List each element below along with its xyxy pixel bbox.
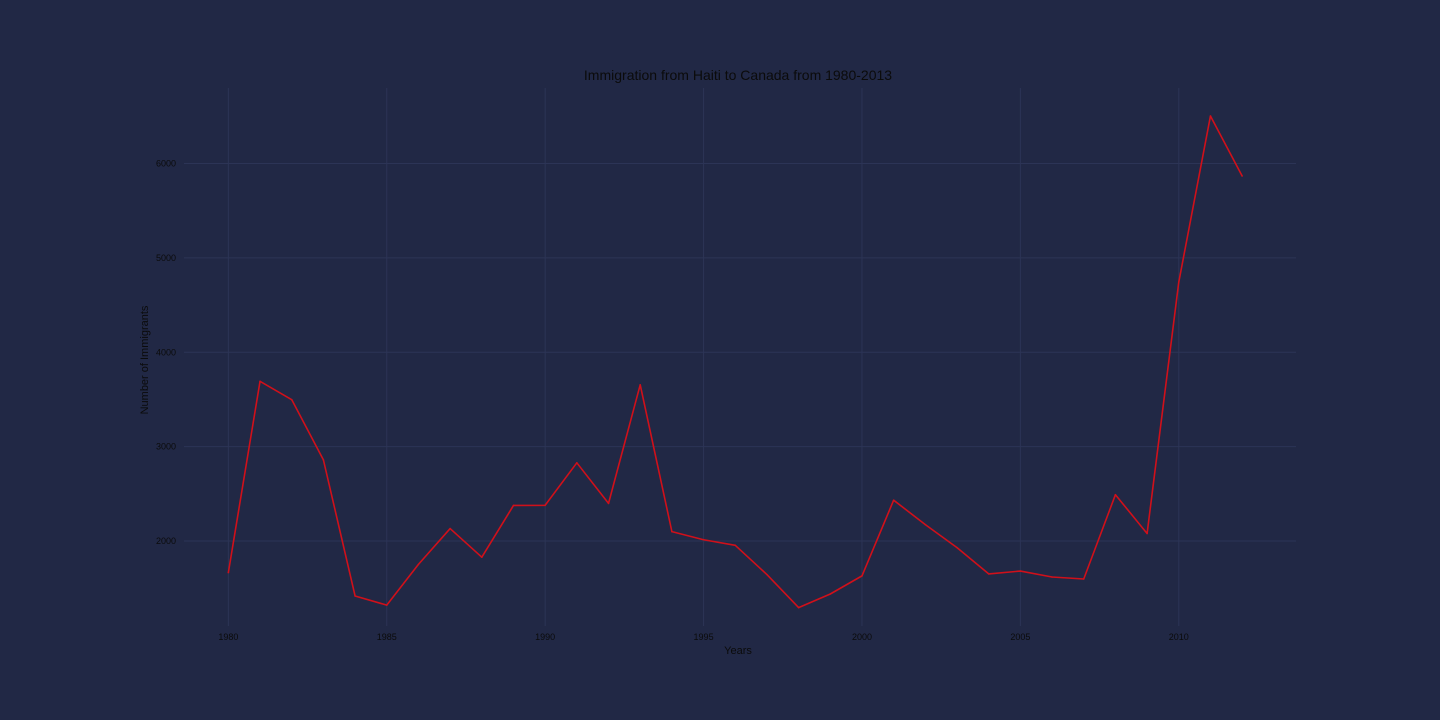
data-point xyxy=(1177,281,1180,283)
x-tick-label: 2010 xyxy=(1169,632,1189,642)
y-axis-label: Number of Immigrants xyxy=(139,305,151,414)
data-point xyxy=(671,530,673,533)
data-point xyxy=(1051,576,1053,578)
y-tick-label: 4000 xyxy=(156,347,176,357)
data-point xyxy=(290,398,293,401)
point-layer xyxy=(227,115,1243,609)
x-tick-label: 1980 xyxy=(218,632,238,642)
data-point xyxy=(956,546,958,549)
data-point xyxy=(639,384,642,386)
data-point xyxy=(576,462,578,464)
y-tick-label: 3000 xyxy=(156,442,176,452)
data-point xyxy=(607,502,610,505)
data-point xyxy=(924,523,927,526)
data-point xyxy=(766,573,768,576)
data-point xyxy=(512,504,515,507)
data-point xyxy=(385,604,388,606)
data-point xyxy=(829,593,832,595)
data-point xyxy=(481,556,483,558)
grid-layer xyxy=(184,88,1296,626)
data-point xyxy=(449,527,451,530)
y-tick-label: 5000 xyxy=(156,253,176,263)
data-point xyxy=(987,573,990,575)
data-point xyxy=(227,571,230,574)
data-point xyxy=(1019,570,1022,572)
data-point xyxy=(1114,493,1117,496)
data-point xyxy=(544,504,546,507)
x-tick-label: 2005 xyxy=(1010,632,1030,642)
y-tick-label: 2000 xyxy=(156,536,176,546)
data-point xyxy=(322,459,325,461)
x-tick-label: 1990 xyxy=(535,632,555,642)
data-point xyxy=(892,499,895,501)
data-point xyxy=(1209,115,1212,117)
data-point xyxy=(1082,578,1085,580)
data-point xyxy=(354,595,356,597)
x-tick-label: 1985 xyxy=(377,632,397,642)
x-tick-label: 2000 xyxy=(852,632,872,642)
x-tick-label: 1995 xyxy=(694,632,714,642)
tick-layer: 1980 1985 1990 1995 2000 2005 2010 2000 3000 4000… xyxy=(156,159,1189,642)
data-point xyxy=(417,563,420,566)
x-axis-label: Years xyxy=(724,645,752,657)
data-point xyxy=(702,538,705,541)
immigration-line xyxy=(227,115,1243,609)
chart-title: Immigration from Haiti to Canada from 19… xyxy=(584,67,892,83)
data-point xyxy=(1146,532,1148,535)
data-point xyxy=(259,380,261,383)
y-tick-label: 6000 xyxy=(156,159,176,169)
data-point xyxy=(797,606,800,609)
data-point xyxy=(734,544,737,547)
data-point xyxy=(861,575,863,577)
data-point xyxy=(1241,175,1243,177)
